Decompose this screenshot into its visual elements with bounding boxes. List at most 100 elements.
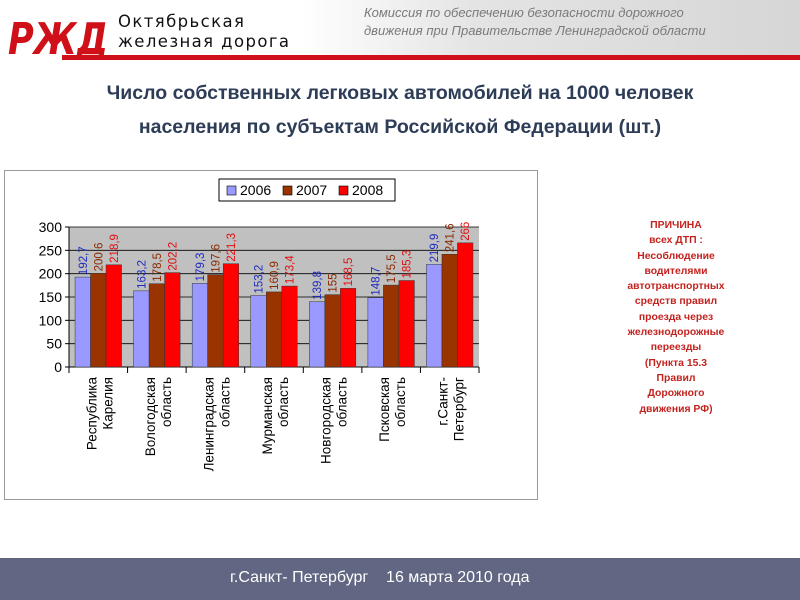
bar-2006 xyxy=(133,290,150,368)
commission-line2: движения при Правительстве Ленинградской… xyxy=(364,23,706,38)
cause-note-line: автотранспортных xyxy=(627,281,725,293)
bar-value-label: 197,6 xyxy=(210,244,222,273)
legend-swatch-2006 xyxy=(226,185,237,196)
bar-value-label: 185,3 xyxy=(402,250,414,279)
cause-note-line: средств правил xyxy=(634,296,718,308)
bar-value-label: 153,2 xyxy=(254,265,266,294)
legend-label-2008: 2008 xyxy=(352,182,383,198)
x-category-label: Петербург xyxy=(452,377,467,441)
bar-value-label: 178,5 xyxy=(152,253,164,282)
x-category-label: область xyxy=(159,377,174,427)
slide-title: Число собственных легковых автомобилей н… xyxy=(30,76,770,144)
bar-2006 xyxy=(74,276,91,368)
bar-2007 xyxy=(383,284,400,368)
bar-value-label: 200,6 xyxy=(93,243,105,272)
cause-note-line: проезда через xyxy=(638,311,714,323)
bar-2008 xyxy=(222,263,239,368)
bar-value-label: 219,9 xyxy=(429,234,441,263)
x-category-label: Новгородская xyxy=(319,377,334,464)
bar-2008 xyxy=(281,285,298,368)
bar-2007 xyxy=(148,283,165,368)
bar-chart: 0 50 100 150 200 250 300 Республика Карелия Волог… xyxy=(39,178,480,471)
bar-2006 xyxy=(309,301,326,368)
cause-note-line: движения РФ) xyxy=(639,403,713,415)
legend-swatch-2007 xyxy=(282,185,293,196)
bar-value-label: 221,3 xyxy=(226,233,238,262)
legend-swatch-2008 xyxy=(338,185,349,196)
x-category-label: Республика xyxy=(84,377,99,451)
commission-line1: Комиссия по обеспечению безопасности дор… xyxy=(364,5,684,20)
legend-label-2007: 2007 xyxy=(296,182,327,198)
header-band xyxy=(300,0,800,56)
cause-note-line: водителями xyxy=(644,265,708,277)
x-category-label: область xyxy=(335,377,350,427)
rzd-logo: РЖД xyxy=(8,14,108,60)
bar-value-label: 168,5 xyxy=(343,258,355,287)
bar-2008 xyxy=(398,280,415,368)
bar-value-label: 175,5 xyxy=(386,254,398,283)
cause-note-line: (Пункта 15.3 xyxy=(644,357,708,369)
x-category-label: Карелия xyxy=(100,377,115,430)
commission-name: Комиссия по обеспечению безопасности дор… xyxy=(364,4,794,40)
footer-city: г.Санкт- Петербург xyxy=(230,569,369,586)
bar-2007 xyxy=(90,273,107,368)
bar-value-label: 163,2 xyxy=(136,260,148,289)
bar-2007 xyxy=(266,291,282,368)
bar-value-label: 192,7 xyxy=(78,246,90,275)
legend-box xyxy=(218,178,396,202)
y-tick-label: 150 xyxy=(39,289,63,305)
cause-note-line: Правил xyxy=(656,372,696,384)
cause-note-line: Дорожного xyxy=(647,388,705,400)
bar-value-label: 155 xyxy=(328,273,340,292)
bar-value-label: 218,9 xyxy=(109,234,121,263)
x-category-label: Псковская xyxy=(377,377,392,442)
bar-value-label: 148,7 xyxy=(371,267,383,296)
bar-2006 xyxy=(426,264,443,368)
slide-title-line2: населения по субъектам Российской Федера… xyxy=(138,116,662,138)
bar-2006 xyxy=(250,295,267,368)
bar-value-label: 266 xyxy=(460,222,472,241)
x-category-label: г.Санкт- xyxy=(436,377,451,426)
bar-value-label: 179,3 xyxy=(195,253,207,282)
cause-note-line: ПРИЧИНА xyxy=(650,220,702,231)
org-name: Октябрьская железная дорога xyxy=(118,12,290,52)
bar-2007 xyxy=(207,274,224,368)
cause-note: ПРИЧИНА всех ДТП : Несоблюдение водителями а… xyxy=(604,218,748,417)
bar-2008 xyxy=(340,288,357,368)
y-tick-label: 300 xyxy=(39,219,63,235)
bar-2006 xyxy=(367,297,384,368)
svg-text:РЖД: РЖД xyxy=(8,14,108,60)
x-category-label: Мурманская xyxy=(260,377,275,455)
cause-note-line: всех ДТП : xyxy=(649,235,703,247)
y-tick-label: 200 xyxy=(39,266,63,282)
bar-2007 xyxy=(324,294,341,368)
bar-2008 xyxy=(164,272,181,368)
cause-note-line: переезды xyxy=(650,342,702,354)
x-category-label: область xyxy=(276,377,291,427)
y-tick-label: 100 xyxy=(39,312,63,328)
bar-value-label: 160,9 xyxy=(269,261,281,290)
footer-text: г.Санкт- Петербург 16 марта 2010 года xyxy=(230,569,530,587)
header-divider xyxy=(62,55,800,60)
cause-note-line: Несоблюдение xyxy=(637,250,715,262)
legend-label-2006: 2006 xyxy=(240,182,271,198)
y-tick-label: 0 xyxy=(54,359,62,375)
cause-note-line: железнодорожные xyxy=(627,327,725,339)
bar-2008 xyxy=(105,264,122,368)
y-tick-label: 250 xyxy=(39,242,63,258)
x-category-label: область xyxy=(217,377,232,427)
bar-2006 xyxy=(191,283,208,368)
bar-2007 xyxy=(441,254,458,368)
footer-date: 16 марта 2010 года xyxy=(386,569,530,586)
bar-value-label: 241,6 xyxy=(445,223,457,252)
slide-footer: г.Санкт- Петербург 16 марта 2010 года xyxy=(0,558,800,600)
bar-value-label: 202,2 xyxy=(167,242,179,271)
bar-value-label: 139,8 xyxy=(312,271,324,300)
org-name-line2: железная дорога xyxy=(118,32,291,51)
slide-title-line1: Число собственных легковых автомобилей н… xyxy=(106,82,694,104)
org-name-line1: Октябрьская xyxy=(118,12,246,31)
x-category-label: область xyxy=(393,377,408,427)
chart-frame: 0 50 100 150 200 250 300 Республика Карелия Волог… xyxy=(4,170,538,500)
x-category-label: Ленинградская xyxy=(201,377,216,471)
bar-2008 xyxy=(457,242,474,368)
